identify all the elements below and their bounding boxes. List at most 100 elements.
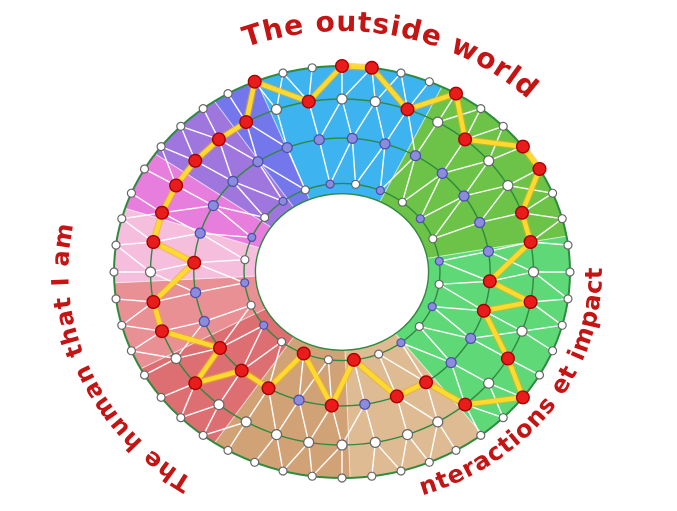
wheel-node[interactable] [307,471,317,481]
wheel-node[interactable] [409,150,422,162]
wheel-node[interactable] [483,377,495,389]
wheel-node[interactable] [117,320,127,330]
wheel-node[interactable] [170,352,182,365]
wheel-node[interactable] [502,179,514,192]
wheel-node[interactable] [126,188,136,198]
wheel-node[interactable] [379,138,391,150]
wheel-node[interactable] [359,398,371,410]
selected-node[interactable] [324,398,339,413]
wheel-node[interactable] [144,266,157,278]
wheel-node[interactable] [436,167,448,179]
wheel-node[interactable] [139,164,150,174]
selected-node[interactable] [476,303,491,318]
wheel-node[interactable] [337,473,347,483]
wheel-node[interactable] [445,357,457,369]
selected-node[interactable] [449,86,464,101]
selected-node[interactable] [239,115,254,130]
wheel-node[interactable] [498,121,508,131]
selected-node[interactable] [458,132,473,147]
wheel-node[interactable] [303,436,315,448]
wheel-node[interactable] [547,188,558,198]
wheel-node[interactable] [369,95,381,108]
wheel-node[interactable] [250,457,260,467]
wheel-node[interactable] [307,63,317,73]
wheel-node[interactable] [109,267,119,277]
wheel-node[interactable] [434,279,444,289]
wheel-node[interactable] [111,240,121,250]
wheel-node[interactable] [278,196,288,206]
selected-node[interactable] [523,234,538,249]
selected-node[interactable] [500,351,515,366]
wheel-node[interactable] [474,216,486,229]
selected-node[interactable] [389,389,404,404]
wheel-node[interactable] [351,179,361,189]
selected-node[interactable] [335,59,350,74]
wheel-node[interactable] [476,103,486,114]
selected-node[interactable] [212,341,227,356]
selected-node[interactable] [188,153,203,168]
wheel-node[interactable] [240,255,250,265]
wheel-node[interactable] [156,142,166,152]
selected-node[interactable] [364,60,379,75]
wheel-node[interactable] [278,68,288,78]
wheel-node[interactable] [300,185,310,195]
wheel-node[interactable] [190,287,202,299]
wheel-node[interactable] [465,332,477,344]
wheel-node[interactable] [270,429,283,441]
wheel-node[interactable] [117,214,127,224]
wheel-node[interactable] [397,197,407,207]
wheel-node[interactable] [277,337,287,347]
wheel-node[interactable] [313,134,325,146]
wheel-node[interactable] [374,349,384,359]
selected-node[interactable] [515,390,530,405]
wheel-node[interactable] [396,466,406,476]
wheel-node[interactable] [516,325,528,337]
wheel-node[interactable] [415,214,425,224]
selected-node[interactable] [187,255,202,270]
wheel-node[interactable] [458,190,470,202]
selected-node[interactable] [146,234,161,249]
selected-node[interactable] [515,139,530,154]
wheel-node[interactable] [424,457,434,467]
wheel-node[interactable] [498,413,508,423]
wheel-node[interactable] [213,399,225,411]
selected-node[interactable] [154,324,169,339]
wheel-node[interactable] [534,370,545,380]
wheel-node[interactable] [336,439,348,451]
wheel-node[interactable] [563,240,573,250]
selected-node[interactable] [261,381,276,396]
wheel-node[interactable] [176,121,186,131]
wheel-node[interactable] [401,429,414,441]
wheel-node[interactable] [223,445,233,455]
selected-node[interactable] [169,178,184,193]
wheel-node[interactable] [451,445,461,455]
wheel-node[interactable] [270,103,283,116]
wheel-node[interactable] [565,267,575,277]
wheel-node[interactable] [247,232,257,242]
wheel-node[interactable] [434,256,444,266]
wheel-node[interactable] [293,394,305,406]
selected-node[interactable] [234,363,249,378]
wheel-node[interactable] [260,212,270,223]
selected-node[interactable] [419,375,434,390]
selected-node[interactable] [458,397,473,412]
wheel-node[interactable] [482,245,494,257]
wheel-node[interactable] [323,355,333,365]
wheel-node[interactable] [198,315,210,328]
wheel-node[interactable] [194,227,206,239]
wheel-node[interactable] [259,320,269,330]
wheel-node[interactable] [396,338,406,348]
selected-node[interactable] [400,102,415,117]
wheel-node[interactable] [369,436,381,448]
wheel-node[interactable] [396,68,406,78]
selected-node[interactable] [532,161,547,176]
wheel-node[interactable] [483,155,495,167]
wheel-node[interactable] [139,370,150,380]
wheel-node[interactable] [414,321,424,332]
wheel-node[interactable] [278,466,288,476]
wheel-node[interactable] [207,200,219,212]
wheel-node[interactable] [527,266,540,278]
wheel-node[interactable] [557,214,567,224]
selected-node[interactable] [482,274,497,289]
wheel-node[interactable] [428,234,438,244]
